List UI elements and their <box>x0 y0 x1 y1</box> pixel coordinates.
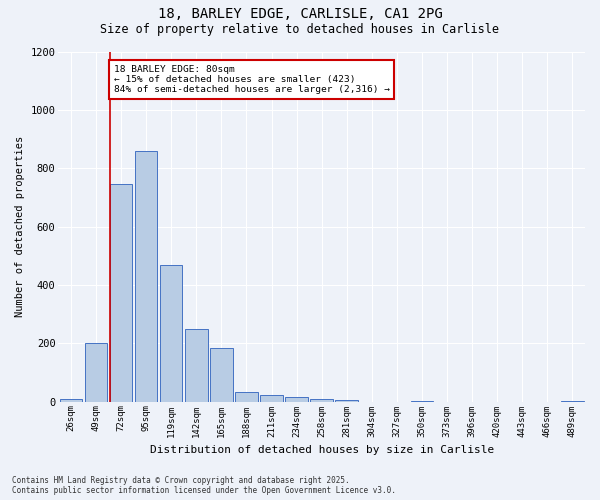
Y-axis label: Number of detached properties: Number of detached properties <box>15 136 25 317</box>
Bar <box>110 184 133 402</box>
Text: Size of property relative to detached houses in Carlisle: Size of property relative to detached ho… <box>101 22 499 36</box>
Bar <box>210 348 233 402</box>
Bar <box>561 401 584 402</box>
Bar <box>335 400 358 402</box>
Bar <box>410 401 433 402</box>
Text: Contains HM Land Registry data © Crown copyright and database right 2025.
Contai: Contains HM Land Registry data © Crown c… <box>12 476 396 495</box>
Bar <box>59 398 82 402</box>
Bar <box>235 392 258 402</box>
Text: 18, BARLEY EDGE, CARLISLE, CA1 2PG: 18, BARLEY EDGE, CARLISLE, CA1 2PG <box>158 8 442 22</box>
Bar <box>85 344 107 402</box>
Bar <box>160 266 182 402</box>
Bar <box>185 328 208 402</box>
X-axis label: Distribution of detached houses by size in Carlisle: Distribution of detached houses by size … <box>149 445 494 455</box>
Bar <box>286 398 308 402</box>
Text: 18 BARLEY EDGE: 80sqm
← 15% of detached houses are smaller (423)
84% of semi-det: 18 BARLEY EDGE: 80sqm ← 15% of detached … <box>113 64 389 94</box>
Bar <box>310 398 333 402</box>
Bar <box>260 395 283 402</box>
Bar <box>135 150 157 402</box>
